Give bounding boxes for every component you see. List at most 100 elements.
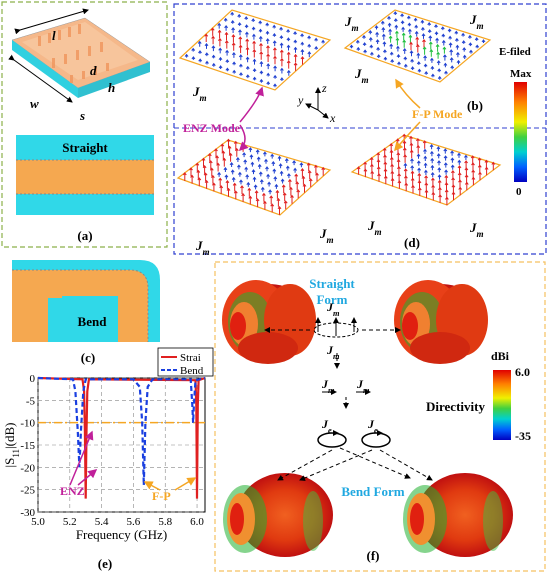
field-arrow: [448, 42, 453, 48]
field-arrow: [239, 179, 243, 185]
field-arrow: [224, 174, 229, 180]
field-arrow: [457, 172, 462, 181]
field-arrow: [464, 160, 468, 169]
field-arrow: [272, 40, 277, 47]
current-label: Jm: [319, 226, 334, 245]
field-arrow: [454, 30, 459, 35]
field-arrow: [273, 83, 277, 88]
field-arrow: [368, 29, 373, 35]
field-arrow: [252, 33, 256, 40]
current-symbols: [264, 317, 433, 481]
field-arrow: [451, 169, 455, 179]
current-label: Jm: [367, 218, 382, 237]
axis-y: y: [297, 93, 304, 107]
fp-arrow-up: [395, 78, 421, 109]
field-arrow: [469, 49, 473, 54]
field-arrow: [456, 51, 460, 58]
field-arrow: [401, 26, 405, 32]
field-arrow: [376, 54, 381, 58]
field-arrow: [470, 155, 475, 164]
field-arrow: [218, 65, 223, 69]
field-arrow: [244, 24, 249, 29]
field-arrow: [240, 185, 244, 194]
field-arrow: [251, 169, 256, 175]
dim-d: d: [90, 63, 97, 78]
field-arrow: [464, 167, 469, 176]
field-arrow: [387, 15, 391, 20]
field-arrow: [441, 33, 446, 38]
field-arrow: [196, 169, 201, 179]
field-arrow: [393, 11, 398, 15]
field-arrow: [296, 189, 301, 199]
field-arrow: [225, 59, 230, 63]
field-arrow: [211, 174, 215, 184]
field-arrow: [474, 37, 479, 41]
field-plate-fp-d: [350, 133, 502, 206]
field-arrow: [396, 158, 401, 168]
field-arrow: [444, 182, 449, 191]
field-arrow: [272, 168, 277, 174]
field-arrow: [208, 160, 213, 170]
field-arrow: [273, 55, 277, 65]
field-arrow: [484, 159, 489, 169]
field-arrow: [265, 38, 270, 44]
field-arrow: [369, 44, 374, 49]
field-arrow: [390, 170, 395, 180]
field-arrow: [293, 46, 298, 53]
field-arrow: [431, 191, 436, 201]
field-arrow: [440, 26, 445, 31]
panel-a-3d-model: [8, 8, 151, 103]
field-arrow: [266, 45, 270, 54]
field-arrow: [284, 157, 289, 163]
y-tick-label: -20: [20, 462, 35, 474]
field-arrow: [277, 155, 282, 161]
field-arrow: [299, 162, 304, 168]
field-arrow: [406, 15, 411, 20]
field-arrow: [294, 173, 299, 183]
panel-b-label: (b): [467, 98, 483, 113]
dim-h: h: [108, 80, 115, 95]
enz-mode-label: ENZ Mode: [183, 121, 241, 135]
field-arrow: [260, 186, 265, 192]
field-arrow: [390, 177, 395, 187]
panel-a-frame: [1, 1, 168, 248]
field-arrow: [259, 51, 264, 60]
field-arrow: [238, 54, 243, 61]
field-arrow: [224, 40, 229, 49]
field-arrow: [209, 167, 214, 177]
field-arrow: [231, 176, 236, 182]
field-arrow: [376, 152, 381, 161]
field-arrow: [279, 26, 283, 31]
field-arrow: [382, 41, 387, 47]
panel-f-label: (f): [367, 548, 380, 563]
field-arrow: [383, 175, 388, 185]
legend-label: Strai: [180, 352, 201, 364]
field-arrow: [198, 58, 203, 63]
field-arrow: [232, 51, 236, 58]
current-label: Jm: [321, 377, 335, 395]
field-arrow: [461, 32, 465, 37]
field-arrow: [238, 36, 243, 45]
field-arrow: [381, 26, 386, 33]
jm-labels-f: Jm Jm Jm Jm Je Je: [321, 300, 378, 435]
field-arrow: [417, 68, 422, 73]
field-arrow: [429, 48, 434, 57]
field-arrow: [424, 169, 428, 175]
field-arrow: [263, 151, 267, 157]
field-arrow: [286, 28, 290, 33]
field-arrow: [237, 22, 242, 26]
field-arrow: [457, 159, 462, 165]
field-arrow: [238, 171, 242, 177]
field-arrow: [436, 146, 441, 152]
field-arrow: [204, 33, 209, 42]
annotation-fp: F-P: [152, 489, 171, 503]
field-arrow: [437, 68, 442, 73]
field-arrow: [363, 49, 367, 54]
field-arrow: [404, 175, 408, 184]
field-arrow: [244, 166, 249, 172]
field-arrow: [314, 37, 318, 42]
field-arrow: [293, 39, 298, 44]
field-arrow: [437, 174, 442, 180]
field-arrow: [437, 179, 442, 189]
